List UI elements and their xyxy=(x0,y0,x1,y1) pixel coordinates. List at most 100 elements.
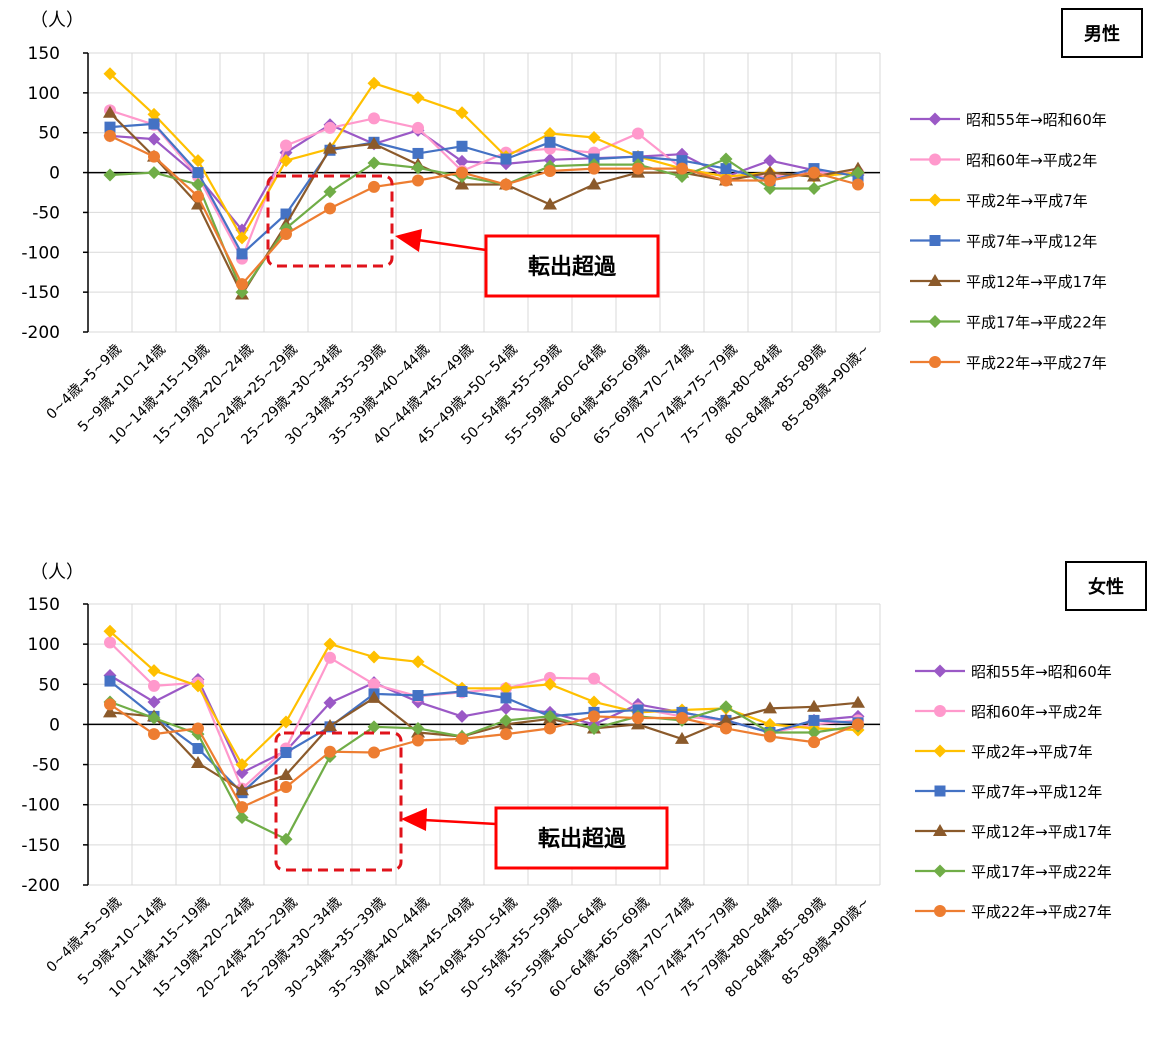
female-data-point-s5-1 xyxy=(147,711,161,725)
male-data-point-s6-16 xyxy=(808,166,820,179)
female-data-point-s3-2 xyxy=(192,743,204,755)
female-data-point-s0-1 xyxy=(147,695,161,709)
male-plot-area: 150100500-50-100-150-2000~4歳→5~9歳5~9歳→10… xyxy=(21,44,881,448)
female-data-point-s6-1 xyxy=(148,728,160,741)
male-data-point-s2-7 xyxy=(411,91,425,105)
female-data-point-s1-6 xyxy=(368,678,380,691)
female-data-point-s6-0 xyxy=(104,698,116,711)
female-data-point-s5-16 xyxy=(807,725,821,739)
male-data-point-s3-7 xyxy=(412,147,424,159)
female-data-point-s6-15 xyxy=(764,730,776,743)
male-legend: 昭和55年→昭和60年昭和60年→平成2年平成2年→平成7年平成7年→平成12年… xyxy=(910,111,1107,372)
male-legend-label-3: 平成7年→平成12年 xyxy=(966,233,1097,251)
female-data-point-s4-15 xyxy=(763,701,777,714)
male-data-point-s5-7 xyxy=(411,161,425,175)
male-data-point-s4-2 xyxy=(191,197,205,210)
male-y-tick-label: 0 xyxy=(49,164,60,184)
female-legend-label-5: 平成17年→平成22年 xyxy=(971,863,1112,881)
female-data-point-s4-0 xyxy=(103,705,117,718)
female-data-point-s3-8 xyxy=(456,686,468,698)
female-data-point-s6-7 xyxy=(412,734,424,747)
female-legend-label-4: 平成12年→平成17年 xyxy=(971,823,1112,841)
male-data-point-s3-13 xyxy=(676,155,688,167)
female-data-point-s6-3 xyxy=(236,801,248,814)
male-data-point-s5-6 xyxy=(367,156,381,170)
female-data-point-s2-2 xyxy=(191,679,205,693)
female-plot-area: 150100500-50-100-150-2000~4歳→5~9歳5~9歳→10… xyxy=(21,595,881,1001)
female-data-point-s6-5 xyxy=(324,745,336,758)
female-data-point-s5-7 xyxy=(411,721,425,735)
male-outflow-highlight xyxy=(266,174,394,268)
female-data-point-s3-4 xyxy=(280,747,292,759)
female-legend-label-2: 平成2年→平成7年 xyxy=(971,743,1093,761)
male-data-point-s6-7 xyxy=(412,174,424,187)
female-legend-marker-3 xyxy=(934,785,946,797)
female-legend-label-0: 昭和55年→昭和60年 xyxy=(971,663,1112,681)
male-y-tick-label: 150 xyxy=(28,44,60,64)
female-data-point-s6-10 xyxy=(544,722,556,735)
male-legend-marker-2 xyxy=(928,193,942,207)
male-data-point-s3-12 xyxy=(632,151,644,163)
male-data-point-s0-15 xyxy=(763,154,777,168)
female-data-point-s0-9 xyxy=(499,701,513,715)
male-data-point-s6-10 xyxy=(544,164,556,177)
female-data-point-s2-3 xyxy=(235,758,249,772)
male-data-point-s1-5 xyxy=(324,121,336,134)
male-data-point-s6-2 xyxy=(192,190,204,203)
male-data-point-s3-4 xyxy=(280,208,292,220)
male-data-point-s1-6 xyxy=(368,112,380,125)
male-title-box xyxy=(1061,8,1143,58)
male-data-point-s6-1 xyxy=(148,150,160,163)
male-data-point-s2-6 xyxy=(367,76,381,90)
male-data-point-s4-11 xyxy=(587,177,601,190)
female-y-tick-label: -150 xyxy=(21,836,60,856)
male-data-point-s5-16 xyxy=(807,182,821,196)
male-legend-marker-4 xyxy=(928,274,942,286)
female-y-tick-label: -100 xyxy=(21,796,60,816)
male-data-point-s6-9 xyxy=(500,178,512,191)
female-series-line-6 xyxy=(109,703,859,809)
male-legend-marker-6 xyxy=(929,356,941,368)
female-data-point-s5-3 xyxy=(235,811,249,825)
male-data-point-s5-0 xyxy=(103,168,117,182)
female-data-point-s4-5 xyxy=(323,719,337,732)
male-data-point-s4-0 xyxy=(103,105,117,118)
male-data-point-s4-15 xyxy=(763,165,777,178)
female-legend-marker-4 xyxy=(933,824,947,836)
male-chart-panel: （人） 男性 150 100 50 0 -50 -100 -150 -2000~4歳→5~9歳… xyxy=(21,8,1143,448)
female-chart-panel: （人） 女性 150 100 50 0 -50 -100 -150 -2000~4歳→5~9歳… xyxy=(21,561,1147,1001)
female-annotation-arrow xyxy=(401,808,497,831)
female-data-point-s2-1 xyxy=(147,664,161,678)
male-series-line-2 xyxy=(109,72,859,239)
female-data-point-s6-2 xyxy=(192,722,204,735)
male-y-tick-label: -100 xyxy=(21,243,60,263)
male-data-point-s6-14 xyxy=(720,174,732,187)
female-data-point-s4-16 xyxy=(807,699,821,712)
male-data-point-s6-5 xyxy=(324,202,336,215)
female-data-point-s4-14 xyxy=(719,713,733,726)
female-data-point-s1-5 xyxy=(324,651,336,664)
male-legend-marker-0 xyxy=(928,112,942,126)
male-legend-label-1: 昭和60年→平成2年 xyxy=(966,152,1097,170)
female-data-point-s3-16 xyxy=(808,714,820,726)
male-data-point-s2-4 xyxy=(279,154,293,168)
female-data-point-s2-6 xyxy=(367,650,381,664)
female-series-line-4 xyxy=(109,696,859,792)
male-data-point-s2-10 xyxy=(543,127,557,141)
female-series-line-5 xyxy=(109,700,859,841)
female-y-tick-label: -50 xyxy=(32,756,60,776)
female-data-point-s6-11 xyxy=(588,710,600,723)
male-data-point-s1-7 xyxy=(412,121,424,134)
male-data-point-s3-9 xyxy=(500,153,512,165)
female-legend-marker-5 xyxy=(933,864,947,878)
female-annotation-label: 転出超過 xyxy=(538,826,627,852)
male-data-point-s3-2 xyxy=(192,167,204,179)
female-legend-label-6: 平成22年→平成27年 xyxy=(971,903,1112,921)
male-y-unit-label: （人） xyxy=(30,10,84,31)
male-data-point-s6-4 xyxy=(280,227,292,240)
female-data-point-s6-4 xyxy=(280,781,292,794)
male-legend-marker-5 xyxy=(928,315,942,328)
female-data-point-s5-10 xyxy=(543,709,557,723)
male-x-tick-label: 0~4歳→5~9歳 xyxy=(44,342,125,423)
female-data-point-s0-8 xyxy=(455,709,469,723)
